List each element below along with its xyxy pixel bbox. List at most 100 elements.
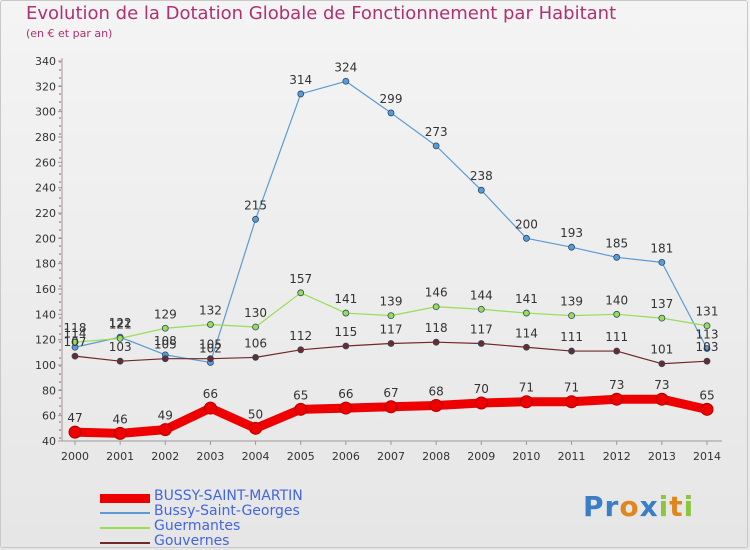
data-label: 185 [605,236,628,250]
data-point [68,425,82,439]
data-label: 238 [470,169,493,183]
data-label: 68 [429,385,444,399]
data-label: 66 [338,387,353,401]
data-point [249,421,263,435]
data-label: 200 [515,217,538,231]
data-point [297,346,305,354]
data-point [523,234,530,242]
y-tick-label: 260 [35,156,56,169]
x-tick-label: 2006 [332,450,360,463]
data-point [429,399,443,413]
data-label: 141 [334,292,357,306]
data-label: 47 [67,411,82,425]
data-label: 273 [425,125,448,139]
data-label: 71 [564,381,579,395]
y-tick-label: 60 [42,410,56,423]
data-point [342,77,350,85]
data-label: 118 [64,321,87,335]
x-tick-label: 2003 [196,450,224,463]
data-point [523,309,530,317]
data-label: 140 [605,293,628,307]
data-label: 139 [560,295,583,309]
data-label: 115 [334,325,357,339]
legend-label: Guermantes [154,518,241,534]
data-point [252,353,259,361]
data-point [387,109,395,117]
x-tick-label: 2000 [61,450,89,463]
x-tick-label: 2012 [603,450,631,463]
x-tick-label: 2001 [106,450,134,463]
data-point [613,310,621,318]
data-point [207,321,214,328]
x-tick-label: 2005 [287,450,315,463]
legend-swatch [100,542,150,544]
data-label: 71 [519,381,534,395]
chart-subtitle: (en € et par an) [26,27,113,40]
data-point [613,253,621,261]
legend-item: Gouvernes [100,533,360,550]
data-label: 103 [696,340,719,354]
data-point [477,340,485,347]
data-point [658,360,666,368]
legend-swatch [100,493,150,503]
data-point [203,401,217,415]
data-point [116,334,124,342]
data-label: 111 [605,330,628,344]
data-point [568,243,575,251]
x-tick-label: 2007 [377,450,405,463]
legend-swatch [100,512,150,514]
data-label: 129 [154,307,177,321]
data-label: 117 [380,322,403,336]
data-point [116,357,124,365]
y-tick-label: 340 [35,55,56,68]
data-label: 102 [199,341,222,355]
legend-label: BUSSY-SAINT-MARTIN [154,488,303,504]
data-point [703,345,711,352]
data-point [113,426,127,440]
data-point [387,312,395,320]
data-label: 118 [425,321,448,335]
data-label: 131 [696,305,719,319]
y-tick-label: 180 [35,258,56,271]
data-label: 139 [380,295,403,309]
data-point [610,392,624,406]
data-point [658,314,666,322]
data-point [71,338,79,346]
data-label: 73 [654,378,669,392]
x-tick-label: 2013 [648,450,676,463]
legend-item: BUSSY-SAINT-MARTIN [100,488,360,505]
data-label: 117 [470,322,493,336]
data-label: 122 [109,316,132,330]
y-tick-label: 220 [35,207,56,220]
y-tick-label: 280 [35,131,56,144]
data-point [294,402,308,416]
legend-label: Bussy-Saint-Georges [154,503,300,519]
data-label: 46 [113,412,128,426]
y-tick-label: 40 [42,435,56,448]
data-label: 73 [609,378,624,392]
data-point [432,338,440,346]
data-point [161,355,169,363]
chart-title: Evolution de la Dotation Globale de Fonc… [26,3,617,24]
data-point [477,186,485,194]
data-label: 114 [515,326,538,340]
data-label: 121 [109,317,132,331]
data-label: 144 [470,288,493,302]
data-point [158,423,172,437]
legend-item: Bussy-Saint-Georges [100,503,360,520]
data-point [655,392,669,406]
data-label: 137 [650,297,673,311]
data-label: 105 [199,338,222,352]
data-label: 299 [380,92,403,106]
data-point [387,340,395,347]
x-tick-label: 2010 [512,450,540,463]
data-point [384,400,398,414]
data-point [297,90,305,98]
data-point [252,323,259,331]
data-label: 146 [425,286,448,300]
data-label: 113 [696,328,719,342]
y-tick-label: 100 [35,359,56,372]
data-label: 181 [650,241,673,255]
data-label: 132 [199,303,222,317]
